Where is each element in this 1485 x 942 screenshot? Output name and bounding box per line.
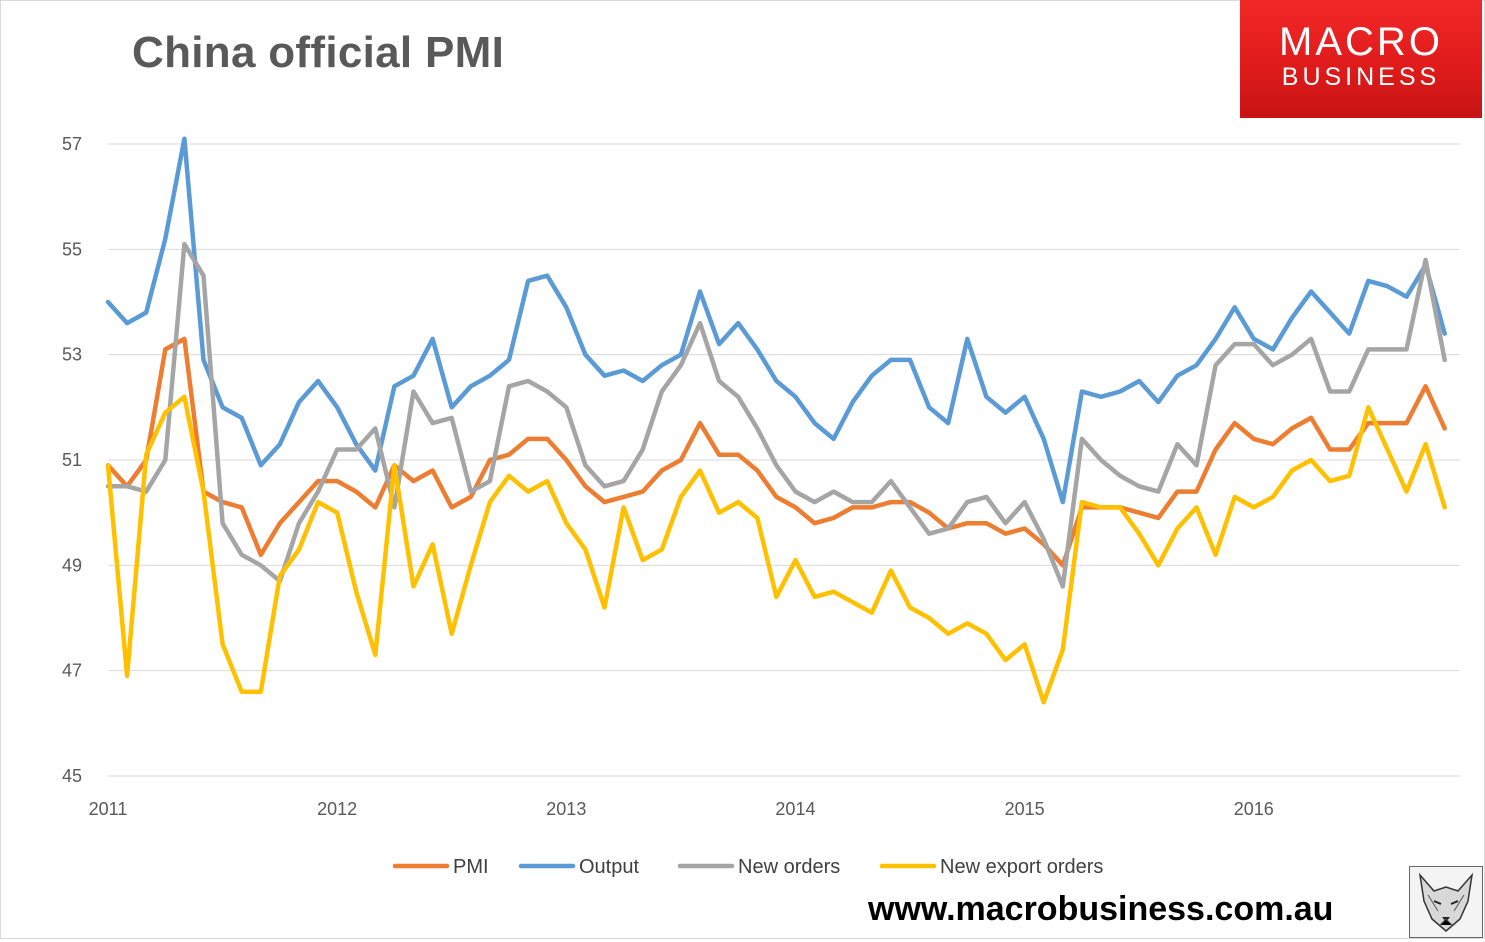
- x-tick-label: 2011: [89, 799, 128, 819]
- y-tick-label: 45: [62, 766, 82, 786]
- y-tick-label: 47: [62, 661, 82, 681]
- x-tick-label: 2012: [317, 799, 357, 819]
- macrobusiness-logo[interactable]: MACRO BUSINESS: [1240, 0, 1482, 118]
- legend: PMI Output New orders New export orders: [392, 856, 1103, 878]
- wolf-mascot-icon: [1409, 866, 1483, 938]
- series-line-pmi: [105, 336, 1447, 568]
- logo-line-2: BUSINESS: [1281, 63, 1441, 91]
- legend-label: New export orders: [940, 856, 1103, 878]
- y-tick-label: 55: [62, 239, 82, 259]
- y-tick-label: 51: [62, 450, 82, 470]
- x-tick-label: 2015: [1005, 799, 1045, 819]
- gridlines: [108, 143, 1460, 777]
- y-axis-ticks: 45 47 49 51 53 55 57: [62, 134, 82, 786]
- website-url[interactable]: www.macrobusiness.com.au: [868, 890, 1334, 928]
- series-line-output: [105, 136, 1447, 505]
- series-line-new-orders: [105, 241, 1447, 589]
- x-tick-label: 2013: [546, 799, 586, 819]
- y-tick-label: 49: [62, 555, 82, 575]
- x-axis-ticks: 2011 2012 2013 2014 2015 2016: [89, 799, 1274, 819]
- chart-title: China official PMI: [132, 28, 505, 77]
- series-line-new-export-orders: [105, 394, 1447, 705]
- series-lines: [105, 136, 1447, 705]
- logo-line-1: MACRO: [1279, 20, 1443, 64]
- x-tick-label: 2014: [775, 799, 815, 819]
- y-tick-label: 53: [62, 345, 82, 365]
- x-tick-label: 2016: [1234, 799, 1274, 819]
- legend-label: Output: [579, 856, 639, 878]
- legend-label: PMI: [453, 856, 489, 878]
- y-tick-label: 57: [62, 134, 82, 154]
- legend-label: New orders: [738, 856, 840, 878]
